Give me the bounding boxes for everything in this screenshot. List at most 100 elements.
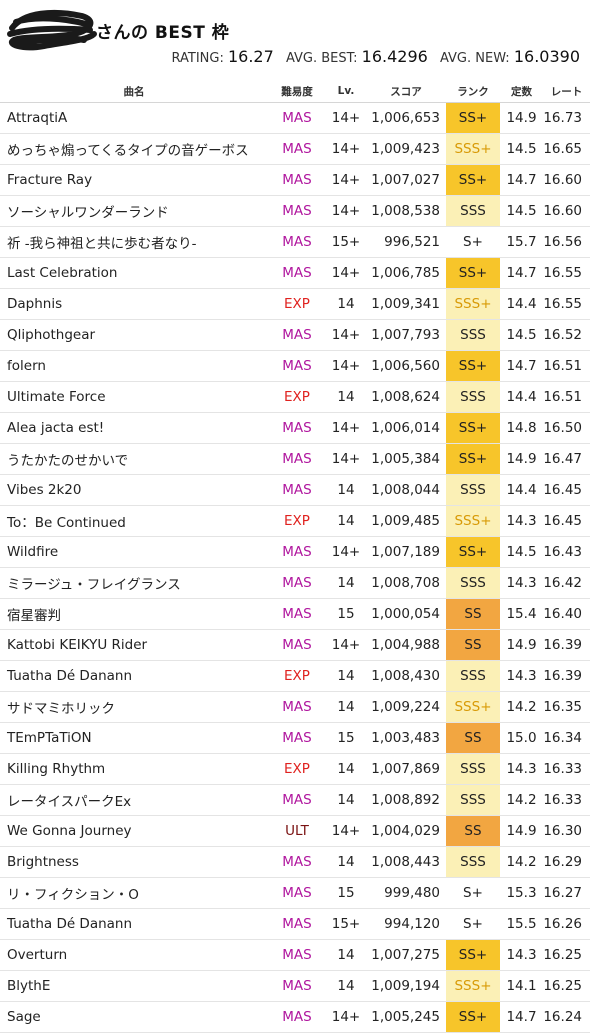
rate-cell: 16.60 xyxy=(543,164,590,196)
level-cell: 14 xyxy=(326,505,366,537)
song-name: Fracture Ray xyxy=(0,164,268,196)
level-cell: 14 xyxy=(326,288,366,320)
constant-cell: 14.9 xyxy=(500,815,543,847)
rate-cell: 16.55 xyxy=(543,288,590,320)
rank-cell: SS xyxy=(446,629,500,661)
constant-cell: 15.7 xyxy=(500,226,543,258)
difficulty-cell: EXP xyxy=(268,288,326,320)
difficulty-cell: MAS xyxy=(268,412,326,444)
difficulty-cell: ULT xyxy=(268,815,326,847)
rate-cell: 16.29 xyxy=(543,846,590,878)
rate-cell: 16.34 xyxy=(543,722,590,754)
table-row: Killing Rhythm EXP 14 1,007,869 SSS 14.3 16.33 xyxy=(0,753,590,785)
song-name: うたかたのせかいで xyxy=(0,443,268,475)
song-name: TEmPTaTiON xyxy=(0,722,268,754)
constant-cell: 14.2 xyxy=(500,846,543,878)
table-row: Sage MAS 14+ 1,005,245 SS+ 14.7 16.24 xyxy=(0,1001,590,1033)
difficulty-cell: EXP xyxy=(268,381,326,413)
column-header-score: スコア xyxy=(366,80,446,103)
constant-cell: 14.9 xyxy=(500,102,543,134)
table-row: リ・フィクション・O MAS 15 999,480 S+ 15.3 16.27 xyxy=(0,877,590,909)
table-row: To：Be Continued EXP 14 1,009,485 SSS+ 14.3 16.… xyxy=(0,505,590,537)
rank-cell: SS+ xyxy=(446,412,500,444)
difficulty-cell: MAS xyxy=(268,784,326,816)
level-cell: 14+ xyxy=(326,412,366,444)
rate-cell: 16.26 xyxy=(543,908,590,940)
table-row: Fracture Ray MAS 14+ 1,007,027 SS+ 14.7 16.60 xyxy=(0,164,590,196)
rank-cell: SSS+ xyxy=(446,970,500,1002)
constant-cell: 14.7 xyxy=(500,1001,543,1033)
table-row: サドマミホリック MAS 14 1,009,224 SSS+ 14.2 16.35 xyxy=(0,691,590,723)
table-row: ソーシャルワンダーランド MAS 14+ 1,008,538 SSS 14.5 16.60 xyxy=(0,195,590,227)
difficulty-cell: MAS xyxy=(268,474,326,506)
constant-cell: 14.9 xyxy=(500,443,543,475)
rank-cell: SSS xyxy=(446,753,500,785)
score-cell: 1,005,384 xyxy=(366,443,446,475)
difficulty-cell: MAS xyxy=(268,567,326,599)
score-cell: 1,005,245 xyxy=(366,1001,446,1033)
column-header-constant: 定数 xyxy=(500,80,543,103)
difficulty-cell: MAS xyxy=(268,536,326,568)
song-name: Wildfire xyxy=(0,536,268,568)
difficulty-cell: MAS xyxy=(268,226,326,258)
rate-cell: 16.45 xyxy=(543,474,590,506)
rank-cell: SS+ xyxy=(446,939,500,971)
difficulty-cell: MAS xyxy=(268,443,326,475)
rank-cell: SSS xyxy=(446,660,500,692)
score-cell: 1,003,483 xyxy=(366,722,446,754)
table-row: AttraqtiA MAS 14+ 1,006,653 SS+ 14.9 16.73 xyxy=(0,102,590,134)
rank-cell: SSS xyxy=(446,195,500,227)
table-row: Alea jacta est! MAS 14+ 1,006,014 SS+ 14.8 16.… xyxy=(0,412,590,444)
rate-cell: 16.33 xyxy=(543,753,590,785)
rate-cell: 16.55 xyxy=(543,257,590,289)
table-row: Overturn MAS 14 1,007,275 SS+ 14.3 16.25 xyxy=(0,939,590,971)
table-row: 宿星審判 MAS 15 1,000,054 SS 15.4 16.40 xyxy=(0,598,590,630)
score-cell: 1,008,443 xyxy=(366,846,446,878)
constant-cell: 14.5 xyxy=(500,133,543,165)
score-cell: 1,006,560 xyxy=(366,350,446,382)
song-name: Daphnis xyxy=(0,288,268,320)
constant-cell: 14.4 xyxy=(500,474,543,506)
score-cell: 1,009,485 xyxy=(366,505,446,537)
best-table: 曲名 難易度 Lv. スコア ランク 定数 レート AttraqtiA MAS 14… xyxy=(0,80,590,1033)
constant-cell: 14.8 xyxy=(500,412,543,444)
level-cell: 14+ xyxy=(326,1001,366,1033)
difficulty-cell: MAS xyxy=(268,939,326,971)
table-row: レータイスパークEx MAS 14 1,008,892 SSS 14.2 16.33 xyxy=(0,784,590,816)
table-row: うたかたのせかいで MAS 14+ 1,005,384 SS+ 14.9 16.47 xyxy=(0,443,590,475)
rank-cell: SS+ xyxy=(446,164,500,196)
level-cell: 14 xyxy=(326,970,366,1002)
column-header-song: 曲名 xyxy=(0,80,268,103)
rate-cell: 16.51 xyxy=(543,350,590,382)
level-cell: 14 xyxy=(326,474,366,506)
constant-cell: 14.4 xyxy=(500,288,543,320)
rank-cell: SSS xyxy=(446,319,500,351)
constant-cell: 15.5 xyxy=(500,908,543,940)
score-cell: 1,008,044 xyxy=(366,474,446,506)
rate-cell: 16.60 xyxy=(543,195,590,227)
rank-cell: SS+ xyxy=(446,1001,500,1033)
table-row: folern MAS 14+ 1,006,560 SS+ 14.7 16.51 xyxy=(0,350,590,382)
rate-cell: 16.25 xyxy=(543,970,590,1002)
rate-cell: 16.47 xyxy=(543,443,590,475)
table-row: Kattobi KEIKYU Rider MAS 14+ 1,004,988 SS 14.… xyxy=(0,629,590,661)
level-cell: 14+ xyxy=(326,350,366,382)
column-header-difficulty: 難易度 xyxy=(268,80,326,103)
level-cell: 14+ xyxy=(326,102,366,134)
constant-cell: 14.3 xyxy=(500,939,543,971)
rate-cell: 16.42 xyxy=(543,567,590,599)
song-name: 祈 -我ら神祖と共に歩む者なり- xyxy=(0,226,268,258)
difficulty-cell: MAS xyxy=(268,164,326,196)
level-cell: 14+ xyxy=(326,629,366,661)
rank-cell: SS+ xyxy=(446,257,500,289)
score-cell: 999,480 xyxy=(366,877,446,909)
difficulty-cell: MAS xyxy=(268,257,326,289)
song-name: Tuatha Dé Danann xyxy=(0,908,268,940)
score-cell: 1,008,538 xyxy=(366,195,446,227)
song-name: To：Be Continued xyxy=(0,505,268,537)
level-cell: 14 xyxy=(326,660,366,692)
rank-cell: SS+ xyxy=(446,536,500,568)
score-cell: 1,009,423 xyxy=(366,133,446,165)
avg-new-label: AVG. NEW: xyxy=(439,51,510,66)
table-row: 祈 -我ら神祖と共に歩む者なり- MAS 15+ 996,521 S+ 15.7 16.56 xyxy=(0,226,590,258)
